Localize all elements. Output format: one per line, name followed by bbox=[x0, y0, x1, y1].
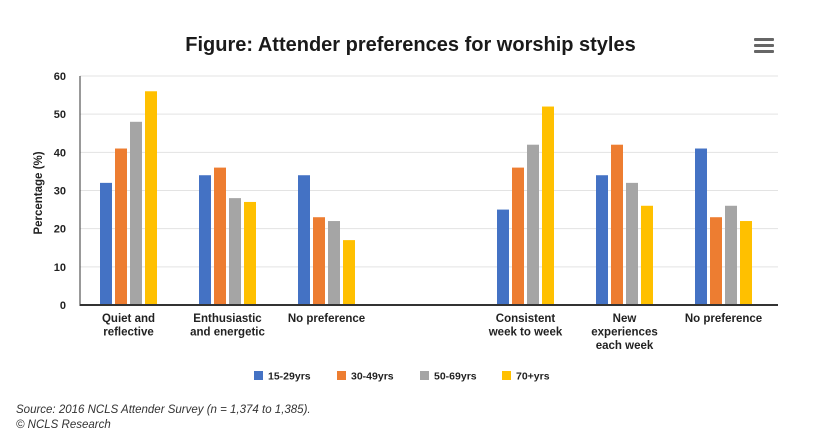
category-label: and energetic bbox=[190, 327, 265, 339]
axes bbox=[79, 76, 778, 306]
hamburger-menu-icon[interactable] bbox=[754, 38, 774, 56]
bar-15-29yrs-2[interactable] bbox=[298, 175, 310, 305]
chart-title: Figure: Attender preferences for worship… bbox=[185, 34, 636, 56]
category-label: experiences bbox=[591, 327, 658, 339]
bar-15-29yrs-4[interactable] bbox=[596, 175, 608, 305]
legend-label-30-49yrs[interactable]: 30-49yrs bbox=[351, 371, 394, 383]
bar-70+yrs-4[interactable] bbox=[641, 205, 653, 305]
bar-15-29yrs-3[interactable] bbox=[497, 209, 509, 305]
bar-30-49yrs-3[interactable] bbox=[512, 167, 524, 305]
legend-label-70+yrs[interactable]: 70+yrs bbox=[516, 371, 550, 383]
y-axis-title: Percentage (%) bbox=[33, 151, 45, 234]
category-label: No preference bbox=[288, 313, 365, 325]
y-tick-label: 30 bbox=[54, 186, 66, 198]
grid-lines bbox=[80, 75, 778, 268]
bar-15-29yrs-5[interactable] bbox=[695, 148, 707, 305]
bar-70+yrs-2[interactable] bbox=[343, 240, 355, 305]
bar-50-69yrs-4[interactable] bbox=[626, 182, 638, 305]
bar-30-49yrs-0[interactable] bbox=[115, 148, 127, 305]
bar-30-49yrs-2[interactable] bbox=[313, 217, 325, 305]
legend: 15-29yrs 30-49yrs 50-69yrs 70+yrs bbox=[254, 371, 550, 383]
bar-30-49yrs-4[interactable] bbox=[611, 144, 623, 305]
bar-70+yrs-0[interactable] bbox=[145, 91, 157, 306]
bar-70+yrs-1[interactable] bbox=[244, 201, 256, 305]
y-tick-labels: 0 10 20 30 40 50 60 bbox=[54, 71, 66, 312]
bar-15-29yrs-0[interactable] bbox=[100, 182, 112, 305]
legend-swatch-15-29yrs[interactable] bbox=[254, 371, 263, 380]
y-tick-label: 0 bbox=[60, 300, 66, 312]
bar-50-69yrs-2[interactable] bbox=[328, 221, 340, 305]
bar-50-69yrs-0[interactable] bbox=[130, 121, 142, 305]
category-label: New bbox=[613, 313, 637, 325]
legend-swatch-70+yrs[interactable] bbox=[502, 371, 511, 380]
legend-label-15-29yrs[interactable]: 15-29yrs bbox=[268, 371, 311, 383]
y-tick-label: 40 bbox=[54, 147, 66, 159]
legend-label-50-69yrs[interactable]: 50-69yrs bbox=[434, 371, 477, 383]
legend-swatch-30-49yrs[interactable] bbox=[337, 371, 346, 380]
bar-15-29yrs-1[interactable] bbox=[199, 175, 211, 305]
y-tick-label: 10 bbox=[54, 262, 66, 274]
category-label: each week bbox=[596, 340, 654, 352]
bar-50-69yrs-1[interactable] bbox=[229, 198, 241, 305]
category-label: reflective bbox=[103, 327, 154, 339]
category-label: Consistent bbox=[496, 313, 556, 325]
bar-50-69yrs-3[interactable] bbox=[527, 144, 539, 305]
copyright-note: © NCLS Research bbox=[16, 419, 111, 431]
y-tick-label: 20 bbox=[54, 224, 66, 236]
bar-30-49yrs-5[interactable] bbox=[710, 217, 722, 305]
legend-swatch-50-69yrs[interactable] bbox=[420, 371, 429, 380]
category-labels: Quiet and reflective Enthusiastic and energ… bbox=[102, 313, 762, 352]
y-tick-label: 50 bbox=[54, 109, 66, 121]
bar-50-69yrs-5[interactable] bbox=[725, 205, 737, 305]
bar-70+yrs-3[interactable] bbox=[542, 106, 554, 306]
category-label: Quiet and bbox=[102, 313, 155, 325]
bar-30-49yrs-1[interactable] bbox=[214, 167, 226, 305]
bar-70+yrs-5[interactable] bbox=[740, 221, 752, 305]
category-label: Enthusiastic bbox=[193, 313, 262, 325]
category-label: No preference bbox=[685, 313, 762, 325]
y-tick-label: 60 bbox=[54, 71, 66, 83]
source-note: Source: 2016 NCLS Attender Survey (n = 1… bbox=[16, 404, 311, 416]
category-label: week to week bbox=[488, 327, 563, 339]
bars bbox=[100, 91, 752, 306]
